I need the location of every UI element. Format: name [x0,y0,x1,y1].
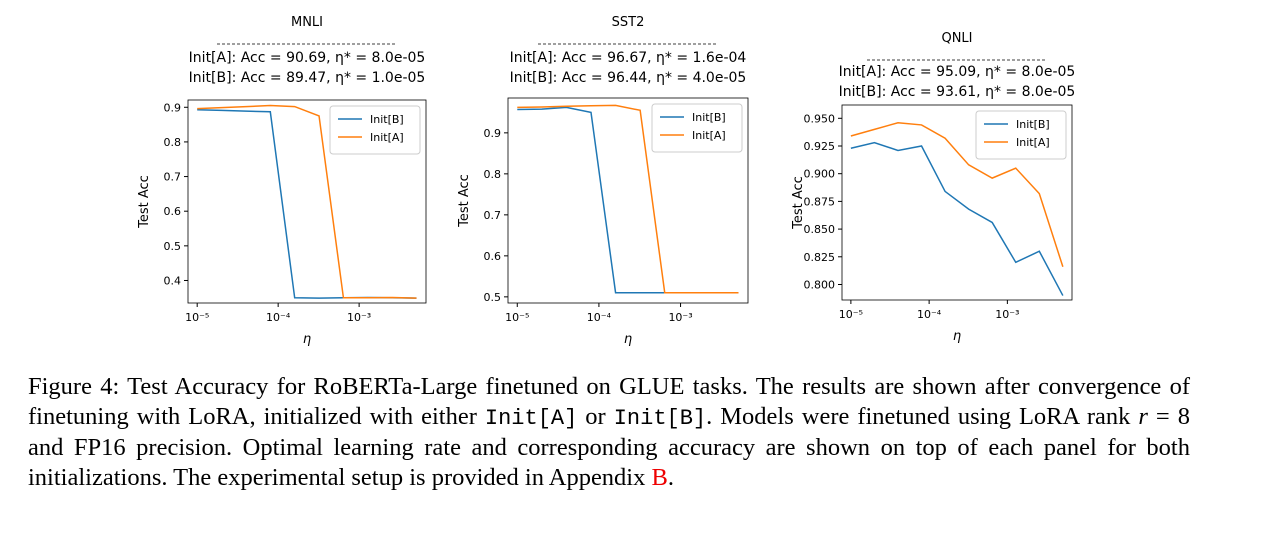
y-tick-label: 0.850 [804,223,836,236]
caption-code: Init[B] [613,405,707,431]
x-tick-label: 10⁻⁴ [587,311,612,324]
caption-math: r [1138,402,1148,430]
axes: 0.4 0.5 0.6 0.7 0.8 0.9 10⁻⁵ 10⁻⁴ 10⁻³ [164,99,427,324]
legend-label: Init[A] [1016,136,1050,149]
y-tick-label: 0.7 [164,171,182,184]
x-axis-label: η [953,329,961,344]
axes: 0.5 0.6 0.7 0.8 0.9 10⁻⁵ 10⁻⁴ 10⁻³ [484,97,749,324]
y-tick-label: 0.825 [804,251,836,264]
legend-box [329,105,421,155]
plot-frame [187,99,427,304]
series-line [517,104,739,294]
series-line [850,121,1064,267]
caption: Figure 4: Test Accuracy for RoBERTa-Larg… [28,372,1190,492]
panel-subtitle: Init[B]: Acc = 89.47, η* = 1.0e-05 [189,70,426,86]
y-tick-label: 0.900 [804,168,836,181]
caption-text: . Models were finetuned using LoRA rank [706,402,1139,430]
caption-text: or [577,402,614,430]
legend-label: Init[B] [370,113,404,126]
y-tick-label: 0.8 [164,136,182,149]
x-tick-label: 10⁻³ [347,311,371,324]
y-tick-label: 0.4 [164,274,182,287]
panel-title: SST2 [612,15,645,30]
caption-text: . [667,463,674,491]
panel-title: QNLI [941,31,972,46]
panel-subtitle: Init[A]: Acc = 90.69, η* = 8.0e-05 [189,50,426,66]
x-tick-label: 10⁻⁵ [839,308,863,321]
series-line [850,141,1064,296]
x-tick-label: 10⁻⁵ [185,311,209,324]
series-line [197,104,417,299]
panel-subtitle: Init[B]: Acc = 96.44, η* = 4.0e-05 [510,70,747,86]
caption-link[interactable]: B [651,463,668,491]
legend: Init[B] Init[A] [329,105,421,155]
panel-subtitle: Init[A]: Acc = 96.67, η* = 1.6e-04 [510,50,747,66]
panel-subtitle: Init[A]: Acc = 95.09, η* = 8.0e-05 [839,64,1076,80]
legend-label: Init[B] [1016,118,1050,131]
y-tick-label: 0.7 [484,209,502,222]
legend-box [651,103,743,153]
x-tick-label: 10⁻⁴ [266,311,291,324]
legend: Init[B] Init[A] [651,103,743,153]
panel: QNLI Init[A]: Acc = 95.09, η* = 8.0e-05 In… [791,31,1075,344]
y-axis-label: Test Acc [137,175,152,229]
x-tick-label: 10⁻³ [995,308,1019,321]
plot-frame [507,97,749,304]
y-tick-label: 0.950 [804,112,836,125]
y-tick-label: 0.8 [484,168,502,181]
figure: MNLI Init[A]: Acc = 90.69, η* = 8.0e-05 In… [137,15,1075,347]
legend-label: Init[A] [692,129,726,142]
y-tick-label: 0.5 [164,240,182,253]
caption-code: Init[A] [484,405,578,431]
legend: Init[B] Init[A] [975,110,1067,160]
caption-text: Test Accuracy for RoBERTa-Large finetune… [28,373,1190,430]
y-tick-label: 0.875 [804,195,836,208]
panel-subtitle: Init[B]: Acc = 93.61, η* = 8.0e-05 [839,84,1076,100]
x-tick-label: 10⁻⁵ [505,311,529,324]
caption-text: = 8 and FP16 precision. Optimal learning… [28,402,1190,491]
y-tick-label: 0.925 [804,140,836,153]
y-tick-label: 0.9 [164,101,182,114]
x-axis-label: η [624,332,632,347]
x-tick-label: 10⁻⁴ [917,308,942,321]
panel: MNLI Init[A]: Acc = 90.69, η* = 8.0e-05 In… [137,15,427,347]
y-tick-label: 0.800 [804,278,836,291]
legend-label: Init[B] [692,111,726,124]
caption-label: Figure 4: [28,373,120,400]
y-axis-label: Test Acc [791,176,806,230]
y-tick-label: 0.6 [484,250,502,263]
axes: 0.800 0.825 0.850 0.875 0.900 0.925 0.950 10⁻⁵ 1… [804,104,1073,321]
x-tick-label: 10⁻³ [668,311,692,324]
plot-frame [841,104,1073,301]
panel-title: MNLI [291,15,323,30]
y-tick-label: 0.9 [484,127,502,140]
y-tick-label: 0.6 [164,205,182,218]
panel: SST2 Init[A]: Acc = 96.67, η* = 1.6e-04 In… [457,15,749,347]
legend-box [975,110,1067,160]
x-axis-label: η [303,332,311,347]
legend-label: Init[A] [370,131,404,144]
y-tick-label: 0.5 [484,291,502,304]
y-axis-label: Test Acc [457,174,472,228]
